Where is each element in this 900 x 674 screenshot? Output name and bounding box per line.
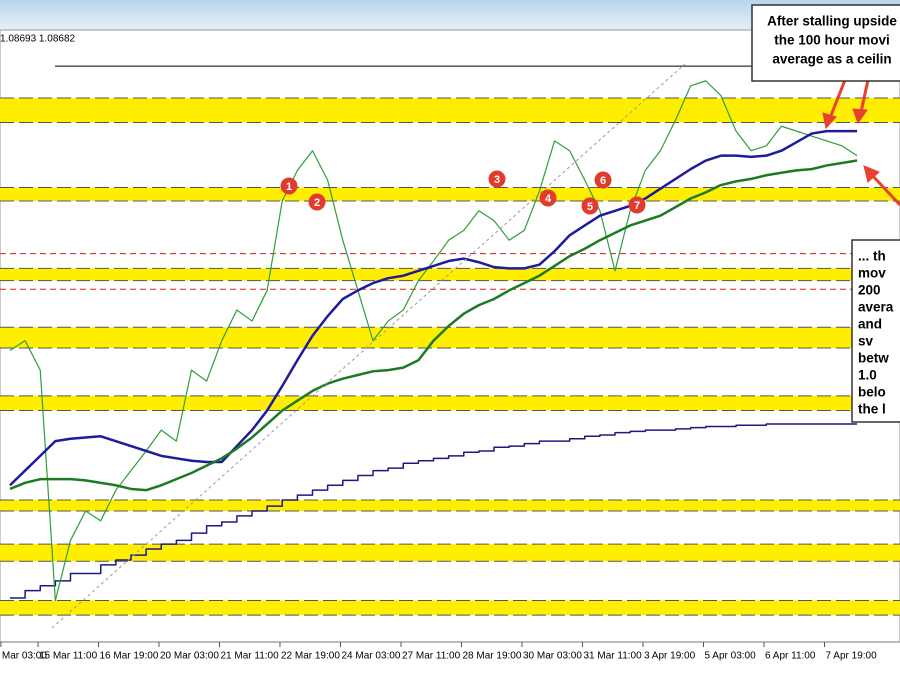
note-line: the 100 hour movi [774,33,890,48]
marker-dot [308,193,326,211]
arrow-head [852,108,868,125]
x-tick-label: 21 Mar 11:00 [220,651,279,662]
marker-label: 4 [545,193,552,205]
arrow [870,173,900,207]
x-tick-label: 6 Apr 11:00 [765,651,816,662]
series-line [9,423,858,599]
arrow [859,79,870,113]
note-line: belo [858,385,886,400]
marker-label: 2 [314,197,320,209]
note-box [751,4,900,82]
note-line: avera [858,300,894,315]
support-zone [0,544,900,562]
marker-dot [488,170,506,188]
series-line [9,159,858,492]
x-tick-label: Mar 03:00 [2,651,47,662]
note-line: betw [858,351,889,366]
note-box [851,239,900,423]
marker-label: 1 [286,181,292,193]
x-tick-label: 22 Mar 19:00 [281,651,340,662]
note-line: average as a ceilin [772,52,891,67]
series-line [9,129,858,487]
x-tick-label: 16 Mar 19:00 [99,651,158,662]
note-line: and [858,317,882,332]
note-line: 1.0 [858,368,877,383]
x-tick-label: 30 Mar 03:00 [523,651,582,662]
support-zone [0,395,900,411]
support-zone [0,187,900,201]
window-bar [0,0,900,30]
x-tick-label: 27 Mar 11:00 [402,651,461,662]
notes: After stalling upside the 100 hour movi av… [767,14,897,417]
x-tick-label: 24 Mar 03:00 [341,651,400,662]
marker-dot [539,189,557,207]
marker-dot [594,171,612,189]
quote-text: 1.08693 1.08682 [0,34,76,45]
marker-label: 6 [600,175,606,187]
arrow-head [863,165,880,183]
arrows [822,79,900,207]
markers: 1 2 3 4 5 6 7 [280,170,646,215]
arrow [828,79,847,119]
x-tick-label: 15 Mar 11:00 [39,651,98,662]
support-zone [0,98,900,123]
marker-label: 5 [587,201,593,213]
note-line: After stalling upside [767,14,897,29]
x-tick-label: 3 Apr 19:00 [644,651,696,662]
x-tick-label: 5 Apr 03:00 [705,651,757,662]
support-zone [0,600,900,616]
support-zone [0,268,900,281]
marker-dot [280,177,298,195]
support-zone [0,499,900,512]
note-line: 200 [858,283,881,298]
marker-dot [581,197,599,215]
marker-label: 3 [494,174,500,186]
arrow-head [822,112,837,130]
note-line: mov [858,266,886,281]
x-tick-label: 20 Mar 03:00 [160,651,219,662]
x-tick-label: 31 Mar 11:00 [584,651,643,662]
note-line: ... th [858,249,886,264]
support-zone [0,327,900,349]
series-line [9,80,858,602]
note-line: the l [858,402,886,417]
marker-label: 7 [634,200,640,212]
plot-layer [0,65,900,616]
marker-dot [628,196,646,214]
x-tick-label: 28 Mar 19:00 [462,651,521,662]
note-line: sv [858,334,874,349]
x-tick-label: 7 Apr 19:00 [826,651,878,662]
